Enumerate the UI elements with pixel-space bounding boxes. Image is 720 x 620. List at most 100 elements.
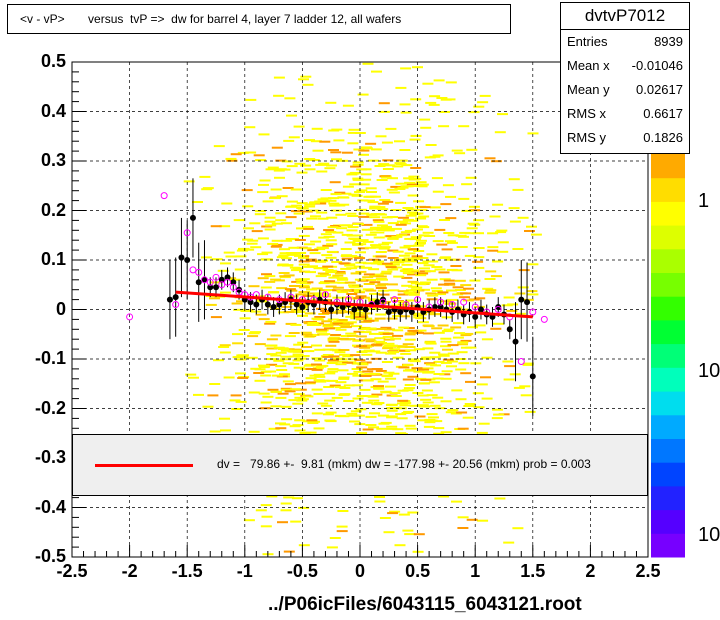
density-cell [377, 208, 389, 211]
density-cell [437, 291, 449, 294]
density-cell [405, 214, 417, 217]
density-cell [342, 104, 354, 107]
density-cell [320, 404, 332, 407]
mean-point [362, 306, 369, 313]
density-cell [409, 138, 421, 141]
density-cell [345, 212, 357, 215]
density-cell [318, 282, 330, 285]
density-cell [455, 398, 467, 401]
density-cell [276, 287, 288, 290]
stats-row-entries: Entries 8939 [561, 30, 689, 54]
mean-point [506, 326, 513, 333]
density-cell [387, 222, 399, 225]
density-cell [337, 278, 349, 281]
density-cell [219, 225, 231, 228]
density-cell [381, 361, 393, 363]
density-cell [317, 259, 328, 262]
density-cell [412, 228, 423, 231]
density-cell [484, 291, 496, 294]
density-cell [326, 370, 338, 373]
density-cell [409, 213, 421, 215]
density-cell [286, 289, 298, 292]
density-cell [357, 199, 369, 202]
density-cell [399, 149, 411, 151]
density-cell [443, 232, 455, 234]
density-cell [365, 279, 377, 281]
density-cell [408, 293, 420, 296]
density-cell [325, 231, 337, 233]
x-tick-label: 2.5 [635, 561, 661, 581]
palette-cell [651, 272, 685, 297]
density-cell [315, 163, 327, 166]
stats-label: Mean y [567, 82, 610, 97]
density-cell [183, 180, 195, 183]
density-cell [280, 405, 292, 408]
x-tick-label: -1 [236, 561, 253, 581]
density-cell [359, 346, 371, 349]
density-cell [484, 278, 496, 280]
density-cell [273, 94, 285, 97]
x-tick-label: -2 [121, 561, 138, 581]
density-cell [369, 226, 381, 229]
density-cell [415, 274, 427, 277]
stats-label: Mean x [567, 58, 610, 73]
mean-point [472, 313, 479, 320]
density-cell [352, 223, 364, 225]
density-cell [325, 271, 337, 274]
density-cell [463, 287, 475, 290]
density-cell [362, 288, 374, 291]
density-cell [246, 242, 258, 245]
palette-cell [651, 296, 685, 321]
density-cell [390, 297, 402, 299]
open-point [517, 357, 525, 365]
density-cell [264, 220, 276, 223]
density-cell [352, 163, 364, 166]
density-cell [275, 396, 287, 399]
mean-point [184, 257, 191, 263]
density-cell [344, 263, 356, 266]
density-cell [435, 293, 447, 296]
density-cell [377, 414, 389, 417]
density-cell [277, 347, 289, 350]
density-cell [336, 227, 348, 230]
density-cell [485, 270, 497, 273]
density-cell [358, 328, 369, 330]
density-cell [377, 202, 389, 205]
open-point [183, 229, 191, 237]
palette-cell [651, 201, 685, 226]
density-cell [399, 103, 411, 106]
density-cell [361, 147, 373, 150]
density-cell [447, 234, 459, 237]
mean-point [218, 276, 225, 283]
density-cell [397, 399, 409, 402]
density-cell [374, 317, 386, 320]
density-cell [412, 244, 424, 247]
density-cell [410, 257, 422, 260]
density-cell [404, 346, 416, 348]
density-cell [388, 263, 400, 266]
density-cell [337, 369, 349, 372]
density-cell [255, 313, 267, 316]
density-cell [495, 231, 507, 234]
density-cell [400, 222, 411, 225]
density-cell [418, 226, 430, 229]
density-cell [410, 288, 422, 291]
density-cell [316, 330, 328, 333]
density-cell [429, 95, 441, 98]
density-cell [229, 278, 241, 281]
density-cell [253, 372, 265, 374]
density-cell [530, 233, 542, 236]
density-cell [396, 220, 408, 223]
density-cell [401, 284, 413, 287]
density-cell [209, 297, 220, 300]
x-tick-label: 1.5 [520, 561, 546, 581]
density-cell [347, 334, 358, 337]
density-cell [352, 178, 364, 181]
density-cell [231, 302, 243, 305]
density-cell [291, 497, 303, 500]
density-cell [402, 207, 414, 209]
density-cell [401, 276, 413, 279]
density-cell [487, 249, 499, 252]
density-cell [407, 359, 419, 362]
density-cell [355, 295, 367, 298]
